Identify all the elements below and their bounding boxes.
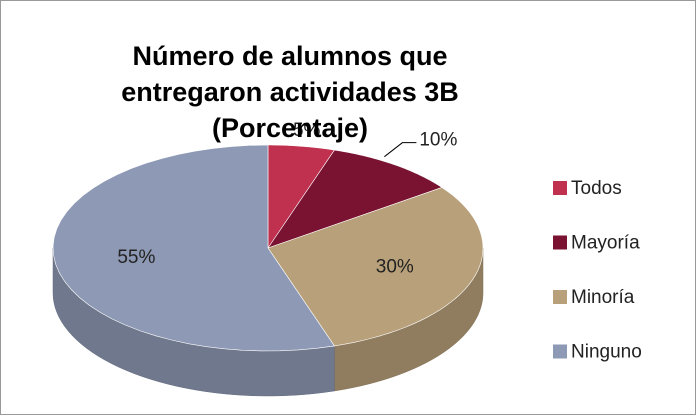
legend-swatch [553,344,567,359]
legend-swatch [553,235,567,250]
data-label: 55% [117,247,155,268]
pie-slice [267,187,484,347]
leader-line [384,142,417,158]
legend-swatch [553,181,567,195]
legend-label: Ninguno [571,342,642,363]
legend-label: Mayoría [571,233,640,254]
legend-swatch [553,290,567,304]
data-label: 5% [293,120,321,141]
pie-slice [267,149,443,249]
data-label: 30% [376,257,414,278]
chart-title: Número de alumnos que entregaron activid… [121,41,459,143]
legend-label: Todos [571,178,622,199]
pie-slice [267,144,335,249]
data-label: 10% [419,130,457,151]
legend-label: Minoría [571,287,635,308]
pie-slice [52,144,335,352]
